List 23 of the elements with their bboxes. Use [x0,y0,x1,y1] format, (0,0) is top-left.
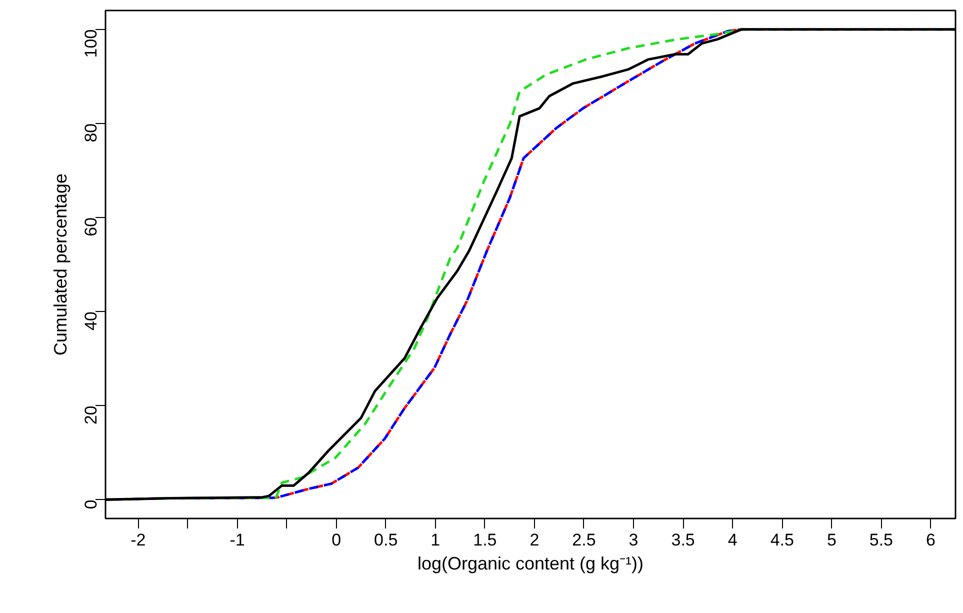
x-tick-label: -1 [230,530,245,550]
x-tick-label: -2 [130,530,146,550]
y-tick-label: 60 [82,217,100,236]
x-tick-label: 3 [628,530,638,550]
x-tick-label: 0 [332,530,342,550]
x-tick-label: 0.5 [374,530,398,550]
y-tick-label: 20 [82,406,100,425]
y-tick-label: 0 [82,500,100,510]
x-axis-title: log(Organic content (g kg⁻¹)) [417,554,644,574]
x-tick-label: 2.5 [572,530,596,550]
x-tick-label: 5.5 [869,530,894,550]
y-tick-label: 100 [82,29,100,58]
x-tick-label: 4.5 [770,530,794,550]
y-tick-label: 80 [82,123,100,142]
x-tick-label: 6 [926,530,936,550]
x-tick-label: 5 [826,530,836,550]
x-tick-label: 2 [530,530,540,550]
y-tick-label: 40 [82,312,100,330]
x-tick-label: 1.5 [473,530,497,550]
x-tick-label: 1 [430,530,440,550]
x-tick-label: 3.5 [671,530,695,550]
y-axis-title: Cumulated percentage [50,173,70,356]
x-tick-label: 4 [728,530,738,550]
